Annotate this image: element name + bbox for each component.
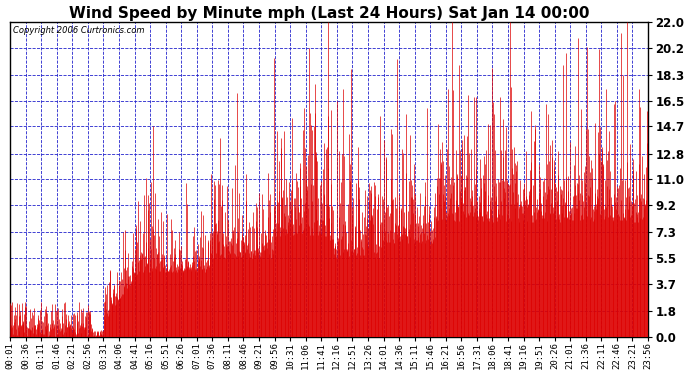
Title: Wind Speed by Minute mph (Last 24 Hours) Sat Jan 14 00:00: Wind Speed by Minute mph (Last 24 Hours)… bbox=[69, 6, 589, 21]
Text: Copyright 2006 Curtronics.com: Copyright 2006 Curtronics.com bbox=[13, 27, 145, 36]
